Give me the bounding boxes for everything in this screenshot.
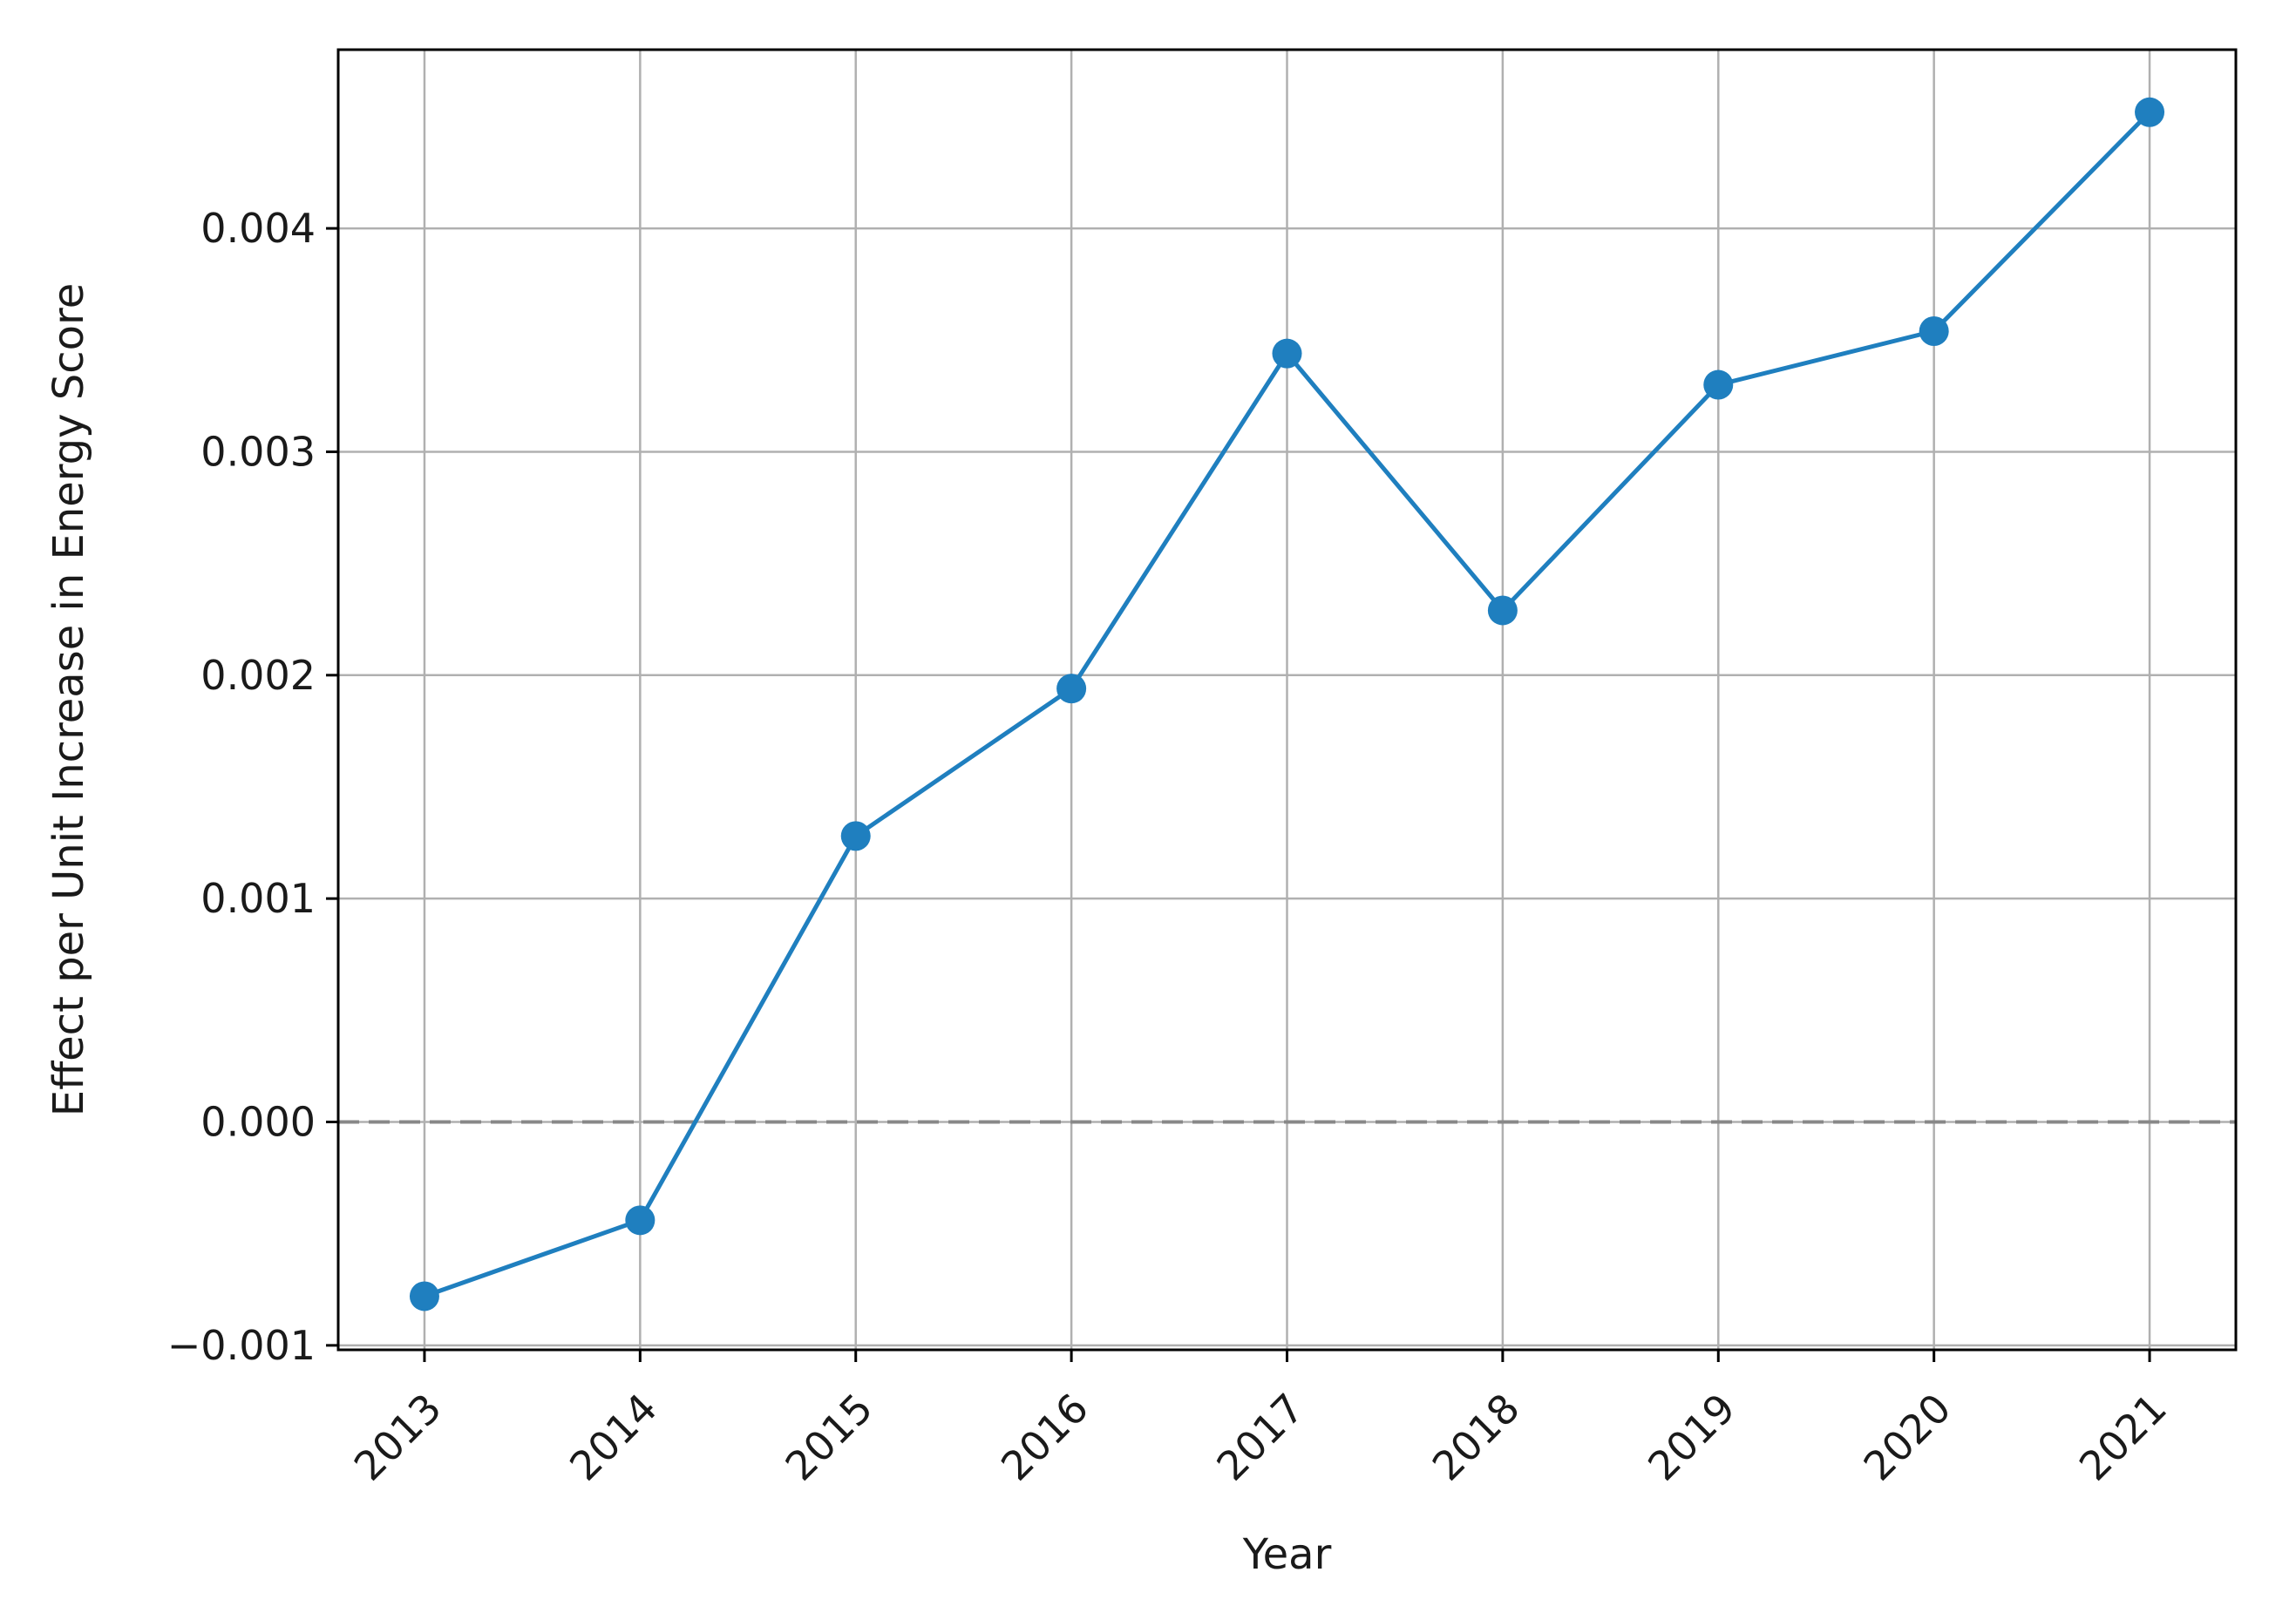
y-tick-label: 0.002: [200, 652, 316, 699]
x-axis-label: Year: [1242, 1530, 1332, 1579]
y-tick-label: 0.000: [200, 1099, 316, 1146]
data-point: [840, 821, 871, 851]
data-point: [1487, 595, 1518, 626]
y-tick-label: −0.001: [167, 1322, 316, 1369]
data-point: [625, 1205, 656, 1236]
data-point: [2135, 97, 2165, 127]
data-point: [1919, 316, 1949, 347]
data-point: [409, 1281, 439, 1311]
y-axis-ticks: −0.001 0.000 0.001 0.002 0.003 0.004: [167, 205, 338, 1369]
y-tick-label: 0.001: [200, 875, 316, 922]
y-tick-label: 0.003: [200, 428, 316, 475]
series-layer: [409, 97, 2165, 1311]
data-point: [1056, 674, 1087, 704]
y-axis-label: Effect per Unit Increase in Energy Score: [44, 283, 93, 1117]
data-point: [1272, 338, 1302, 369]
data-point: [1703, 369, 1734, 400]
y-tick-label: 0.004: [200, 205, 316, 252]
